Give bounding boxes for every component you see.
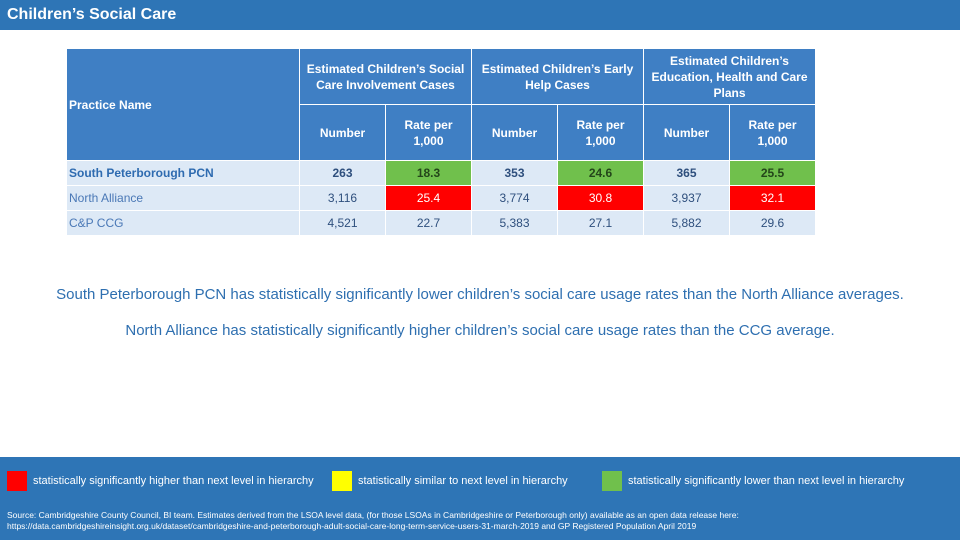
table-cell: 3,774 xyxy=(471,185,558,211)
legend-label: statistically significantly higher than … xyxy=(33,475,314,487)
table-cell: 18.3 xyxy=(385,160,472,186)
table-cell: 5,383 xyxy=(471,210,558,236)
table-cell: 32.1 xyxy=(729,185,816,211)
legend-label: statistically significantly lower than n… xyxy=(628,475,905,487)
table-cell: 5,882 xyxy=(643,210,730,236)
table-cell: 25.4 xyxy=(385,185,472,211)
table-cell: 25.5 xyxy=(729,160,816,186)
group-header-ehc-plans: Estimated Children’s Education, Health a… xyxy=(643,48,816,105)
summary-statement-1: South Peterborough PCN has statistically… xyxy=(56,286,904,303)
subheader-rate: Rate per 1,000 xyxy=(557,104,644,161)
table-cell: 3,937 xyxy=(643,185,730,211)
table-cell: 3,116 xyxy=(299,185,386,211)
table-cell: 29.6 xyxy=(729,210,816,236)
title-bar: Children’s Social Care xyxy=(0,0,960,30)
table-cell: 365 xyxy=(643,160,730,186)
table-row: C&P CCG 4,521 22.7 5,383 27.1 5,882 29.6 xyxy=(66,210,816,236)
table-row: North Alliance 3,116 25.4 3,774 30.8 3,9… xyxy=(66,185,816,211)
table-cell: 27.1 xyxy=(557,210,644,236)
legend-swatch-yellow xyxy=(332,471,352,491)
table-cell: 30.8 xyxy=(557,185,644,211)
subheader-number: Number xyxy=(299,104,386,161)
practice-name-header: Practice Name xyxy=(66,48,300,161)
practice-name: South Peterborough PCN xyxy=(66,160,300,186)
source-note: Source: Cambridgeshire County Council, B… xyxy=(7,510,957,532)
legend-swatch-red xyxy=(7,471,27,491)
table-cell: 353 xyxy=(471,160,558,186)
footer: statistically significantly higher than … xyxy=(0,457,960,540)
legend-label: statistically similar to next level in h… xyxy=(358,475,568,487)
table-cell: 22.7 xyxy=(385,210,472,236)
group-header-early-help: Estimated Children’s Early Help Cases xyxy=(471,48,644,105)
table-cell: 4,521 xyxy=(299,210,386,236)
table-cell: 24.6 xyxy=(557,160,644,186)
practice-name: C&P CCG xyxy=(66,210,300,236)
group-header-social-care: Estimated Children’s Social Care Involve… xyxy=(299,48,472,105)
subheader-rate: Rate per 1,000 xyxy=(729,104,816,161)
subheader-number: Number xyxy=(471,104,558,161)
source-line-2: https://data.cambridgeshireinsight.org.u… xyxy=(7,521,697,531)
page-title: Children’s Social Care xyxy=(7,6,177,23)
childrens-social-care-table: Practice Name Estimated Children’s Socia… xyxy=(66,48,816,236)
practice-name: North Alliance xyxy=(66,185,300,211)
subheader-number: Number xyxy=(643,104,730,161)
legend-swatch-green xyxy=(602,471,622,491)
subheader-rate: Rate per 1,000 xyxy=(385,104,472,161)
table-cell: 263 xyxy=(299,160,386,186)
table-row: South Peterborough PCN 263 18.3 353 24.6… xyxy=(66,160,816,186)
source-line-1: Source: Cambridgeshire County Council, B… xyxy=(7,510,739,520)
summary-statement-2: North Alliance has statistically signifi… xyxy=(125,322,835,339)
